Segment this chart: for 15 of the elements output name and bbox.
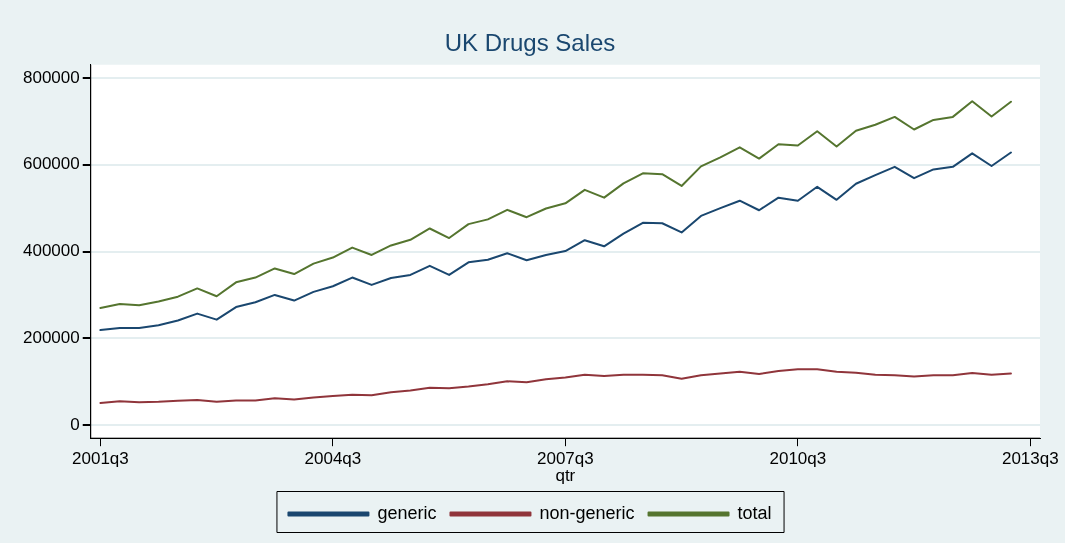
x-tick-label: 2010q3 (769, 449, 827, 469)
y-tick-label: 400000 (22, 241, 80, 261)
y-tick-label: 600000 (22, 154, 80, 174)
chart-title: UK Drugs Sales (444, 29, 616, 57)
x-tick-label: 2001q3 (72, 449, 129, 469)
legend-label: generic (377, 502, 437, 523)
y-tick-label: 0 (70, 414, 80, 434)
x-axis-title: qtr (555, 466, 576, 486)
x-tick-label: 2007q3 (537, 449, 594, 469)
y-tick-label: 800000 (22, 67, 80, 87)
x-tick-label: 2013q3 (1001, 449, 1059, 469)
x-tick-label: 2004q3 (304, 449, 362, 469)
legend-label: non-generic (539, 502, 635, 523)
legend-label: total (737, 502, 772, 523)
y-tick-label: 200000 (22, 328, 80, 348)
